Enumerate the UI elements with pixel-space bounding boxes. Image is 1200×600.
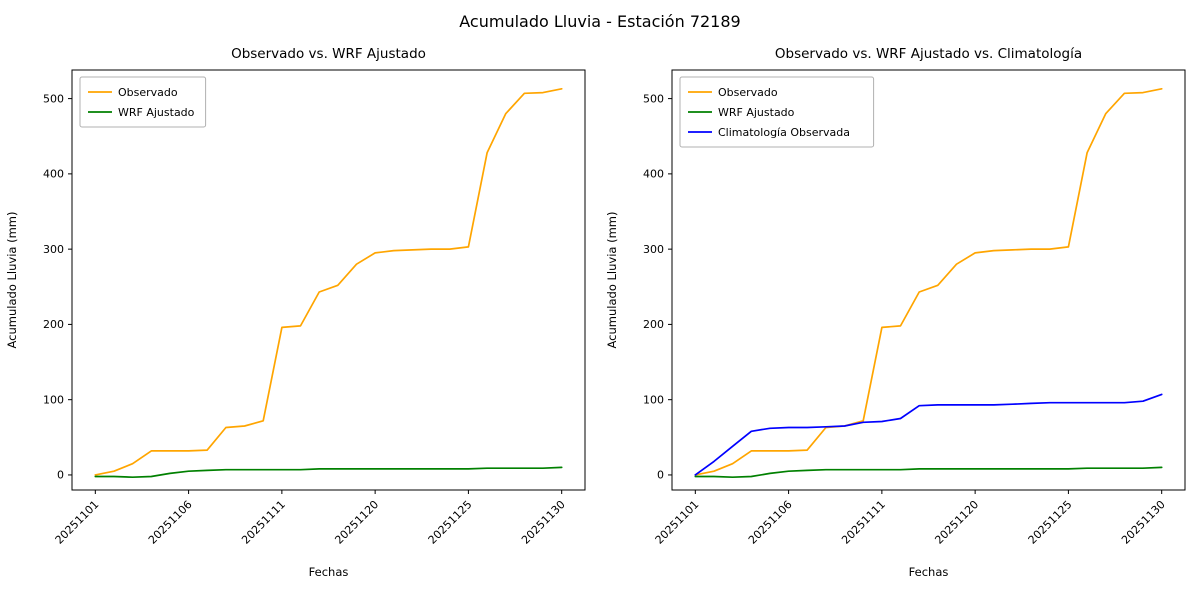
x-axis-label: Fechas bbox=[909, 565, 949, 579]
x-tick-label: 20251106 bbox=[146, 498, 195, 547]
legend-label: WRF Ajustado bbox=[118, 106, 195, 119]
figure-suptitle: Acumulado Lluvia - Estación 72189 bbox=[459, 12, 741, 31]
chart-observado-vs-wrf-vs-climatologia: Observado vs. WRF Ajustado vs. Climatolo… bbox=[605, 46, 1186, 579]
x-tick-label: 20251111 bbox=[239, 498, 288, 547]
x-tick-label: 20251111 bbox=[839, 498, 888, 547]
legend-label: Observado bbox=[718, 86, 778, 99]
y-axis-label: Acumulado Lluvia (mm) bbox=[605, 212, 619, 349]
y-tick-label: 0 bbox=[57, 469, 64, 482]
y-tick-label: 300 bbox=[43, 243, 64, 256]
axes-box bbox=[71, 69, 586, 491]
x-tick-label: 20251106 bbox=[746, 498, 795, 547]
legend-label: Observado bbox=[118, 86, 178, 99]
y-tick-label: 200 bbox=[643, 318, 664, 331]
y-axis-label: Acumulado Lluvia (mm) bbox=[5, 212, 19, 349]
subplot-title: Observado vs. WRF Ajustado vs. Climatolo… bbox=[775, 46, 1082, 62]
y-tick-label: 0 bbox=[657, 469, 664, 482]
axes-box bbox=[671, 69, 1186, 491]
series-line-observado bbox=[94, 87, 563, 476]
y-tick-label: 500 bbox=[643, 92, 664, 105]
y-tick-label: 400 bbox=[643, 168, 664, 181]
legend-box bbox=[79, 76, 207, 128]
x-tick-label: 20251101 bbox=[53, 498, 102, 547]
x-tick-label: 20251101 bbox=[653, 498, 702, 547]
series-line-observado bbox=[694, 87, 1163, 476]
y-tick-label: 500 bbox=[43, 92, 64, 105]
series-line-wrf-ajustado bbox=[94, 466, 563, 479]
x-tick-label: 20251120 bbox=[932, 498, 981, 547]
y-tick-label: 400 bbox=[43, 168, 64, 181]
series-line-wrf-ajustado bbox=[694, 466, 1163, 479]
plots-row: Observado vs. WRF Ajustado 0 100 200 300 400 5… bbox=[0, 40, 1200, 600]
y-tick-label: 100 bbox=[43, 393, 64, 406]
legend-label: Climatología Observada bbox=[718, 126, 850, 139]
y-tick-label: 100 bbox=[643, 393, 664, 406]
x-tick-label: 20251125 bbox=[426, 498, 475, 547]
y-tick-label: 200 bbox=[43, 318, 64, 331]
x-tick-label: 20251130 bbox=[519, 498, 568, 547]
legend-label: WRF Ajustado bbox=[718, 106, 795, 119]
x-axis-label: Fechas bbox=[309, 565, 349, 579]
y-tick-label: 300 bbox=[643, 243, 664, 256]
chart-observado-vs-wrf: Observado vs. WRF Ajustado 0 100 200 300 400 5… bbox=[5, 46, 586, 579]
x-tick-label: 20251130 bbox=[1119, 498, 1168, 547]
x-tick-label: 20251120 bbox=[332, 498, 381, 547]
x-tick-label: 20251125 bbox=[1026, 498, 1075, 547]
series-line-climatología-observada bbox=[694, 393, 1163, 476]
subplot-title: Observado vs. WRF Ajustado bbox=[231, 46, 426, 62]
legend-box bbox=[679, 76, 875, 148]
